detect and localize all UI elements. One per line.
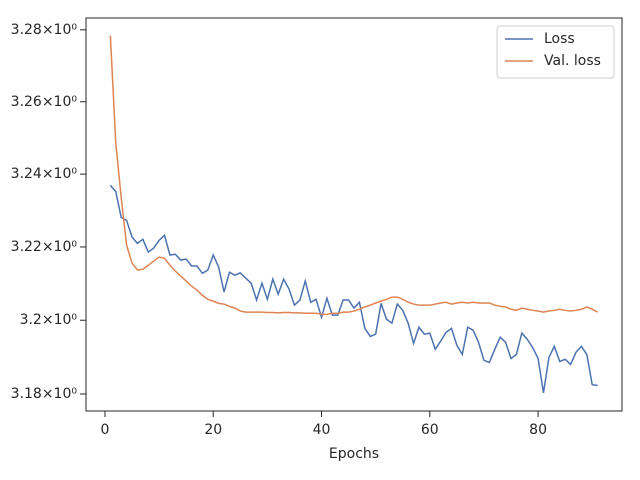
- y-tick-label: 3.18×10⁰: [11, 386, 78, 402]
- y-tick-label: 3.24×10⁰: [11, 166, 78, 182]
- y-tick-label: 3.28×10⁰: [11, 22, 78, 38]
- axes-frame: [85, 17, 623, 412]
- legend-label: Loss: [544, 31, 575, 47]
- line: [109, 35, 598, 316]
- x-tick-label: 0: [100, 422, 109, 438]
- y-tick-label: 3.2×10⁰: [20, 312, 78, 328]
- x-tick-label: 60: [421, 422, 439, 438]
- line: [109, 184, 598, 393]
- x-tick-label: 80: [529, 422, 547, 438]
- y-tick-label: 3.26×10⁰: [11, 94, 78, 110]
- y-tick-label: 3.22×10⁰: [11, 239, 78, 255]
- legend-label: Val. loss: [544, 53, 601, 69]
- x-tick-label: 40: [313, 422, 331, 438]
- x-tick-label: 20: [204, 422, 222, 438]
- x-axis-label: Epochs: [329, 446, 379, 462]
